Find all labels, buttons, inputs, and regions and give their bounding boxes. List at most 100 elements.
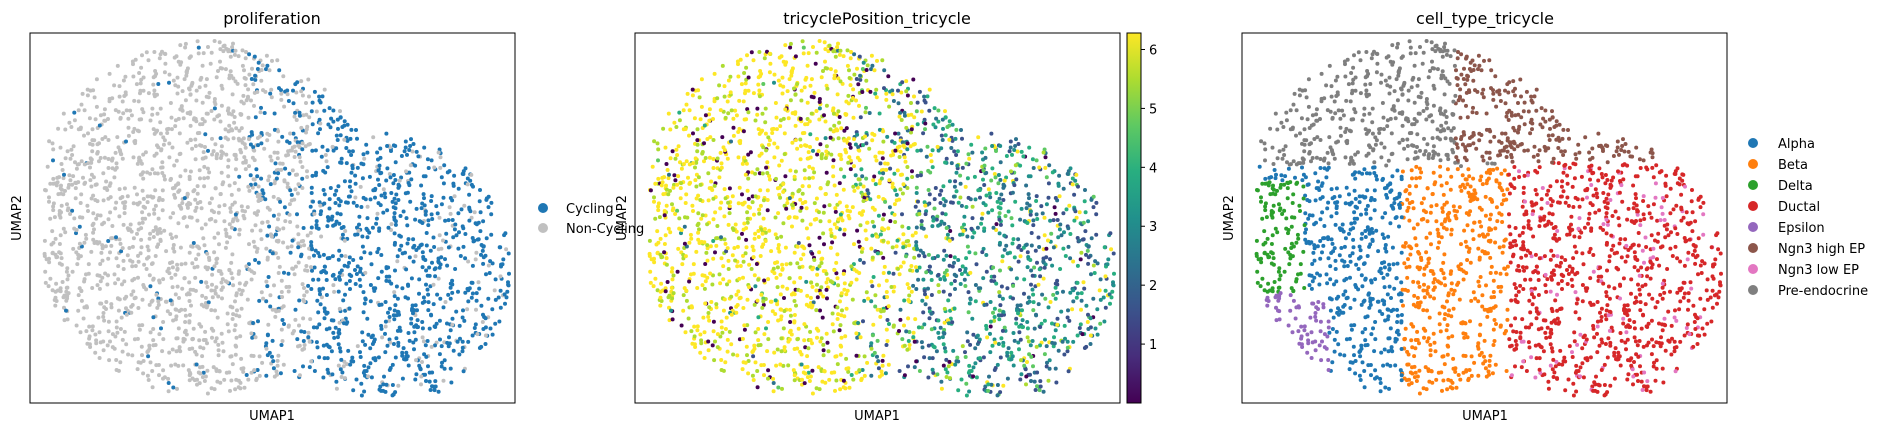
scatter-point bbox=[936, 108, 941, 113]
scatter-point bbox=[1025, 221, 1030, 225]
scatter-point bbox=[1011, 296, 1015, 301]
scatter-point bbox=[141, 359, 146, 363]
scatter-point bbox=[822, 204, 827, 209]
scatter-point bbox=[912, 94, 916, 99]
scatter-point bbox=[136, 306, 141, 310]
scatter-point bbox=[481, 312, 485, 317]
scatter-point bbox=[106, 217, 111, 222]
scatter-point bbox=[885, 339, 890, 343]
scatter-point bbox=[946, 364, 951, 369]
scatter-point bbox=[911, 283, 916, 288]
scatter-point bbox=[171, 246, 176, 251]
scatter-point bbox=[99, 250, 104, 255]
scatter-point bbox=[861, 143, 865, 148]
scatter-point bbox=[929, 327, 934, 332]
scatter-point bbox=[439, 175, 444, 180]
scatter-point bbox=[1093, 259, 1098, 264]
scatter-point bbox=[81, 175, 85, 180]
scatter-point bbox=[338, 212, 343, 217]
scatter-point bbox=[180, 201, 185, 205]
scatter-point bbox=[362, 363, 367, 368]
scatter-point bbox=[358, 184, 363, 189]
scatter-point bbox=[811, 95, 816, 100]
scatter-point bbox=[150, 106, 155, 111]
scatter-point bbox=[358, 355, 363, 359]
scatter-point bbox=[1024, 206, 1029, 211]
scatter-point bbox=[787, 196, 792, 201]
scatter-point bbox=[79, 102, 84, 107]
scatter-point bbox=[393, 390, 398, 395]
scatter-point bbox=[360, 176, 365, 181]
scatter-point bbox=[300, 176, 305, 181]
scatter-point bbox=[466, 339, 471, 344]
scatter-point bbox=[81, 316, 86, 321]
scatter-point bbox=[722, 84, 727, 89]
scatter-point bbox=[756, 235, 761, 239]
scatter-point bbox=[1053, 366, 1058, 371]
scatter-point bbox=[668, 127, 673, 132]
scatter-point bbox=[902, 323, 906, 328]
scatter-point bbox=[270, 251, 275, 256]
scatter-point bbox=[851, 87, 856, 92]
scatter-point bbox=[90, 149, 95, 154]
scatter-point bbox=[255, 174, 260, 179]
scatter-point bbox=[232, 115, 237, 119]
scatter-point bbox=[1034, 158, 1039, 163]
scatter-point bbox=[844, 306, 849, 311]
scatter-point bbox=[143, 150, 148, 155]
scatter-point bbox=[133, 264, 138, 268]
scatter-point bbox=[250, 185, 255, 190]
scatter-point bbox=[359, 205, 364, 209]
scatter-point bbox=[209, 308, 214, 313]
scatter-point bbox=[214, 75, 219, 80]
scatter-point bbox=[209, 217, 214, 221]
scatter-point bbox=[472, 326, 477, 330]
scatter-point bbox=[332, 192, 337, 197]
scatter-point bbox=[484, 272, 488, 277]
scatter-point bbox=[729, 312, 734, 317]
scatter-point bbox=[810, 251, 815, 256]
scatter-point bbox=[278, 199, 283, 204]
scatter-point bbox=[247, 321, 252, 326]
scatter-point bbox=[684, 159, 689, 164]
scatter-point bbox=[1046, 238, 1050, 243]
scatter-point bbox=[695, 328, 700, 333]
scatter-point bbox=[177, 131, 182, 136]
scatter-point bbox=[151, 315, 156, 320]
scatter-point bbox=[801, 252, 806, 257]
scatter-point bbox=[1058, 267, 1063, 271]
scatter-point bbox=[345, 138, 350, 143]
scatter-point bbox=[1044, 255, 1049, 260]
scatter-point bbox=[190, 82, 195, 86]
scatter-point bbox=[735, 353, 740, 358]
scatter-point bbox=[157, 332, 162, 337]
scatter-point bbox=[211, 149, 216, 154]
scatter-point bbox=[880, 363, 885, 368]
scatter-point bbox=[318, 292, 322, 297]
scatter-point bbox=[881, 167, 886, 172]
scatter-point bbox=[427, 379, 432, 384]
scatter-point bbox=[126, 116, 131, 121]
scatter-point bbox=[745, 353, 749, 358]
scatter-point bbox=[1051, 292, 1056, 297]
scatter-point bbox=[924, 154, 929, 159]
scatter-point bbox=[1088, 316, 1093, 321]
scatter-point bbox=[414, 358, 418, 363]
scatter-point bbox=[151, 235, 156, 239]
scatter-point bbox=[921, 310, 926, 315]
scatter-point bbox=[915, 268, 919, 273]
scatter-point bbox=[297, 110, 302, 115]
scatter-point bbox=[281, 74, 286, 79]
scatter-point bbox=[1034, 199, 1039, 203]
scatter-point bbox=[1086, 312, 1090, 317]
scatter-point bbox=[145, 373, 150, 378]
scatter-point bbox=[1042, 265, 1047, 270]
scatter-point bbox=[852, 321, 857, 326]
scatter-point bbox=[819, 75, 824, 80]
scatter-point bbox=[309, 109, 314, 114]
scatter-point bbox=[998, 268, 1002, 273]
scatter-point bbox=[964, 161, 969, 166]
scatter-point bbox=[355, 264, 360, 269]
scatter-point bbox=[737, 98, 742, 103]
scatter-point bbox=[225, 240, 230, 245]
